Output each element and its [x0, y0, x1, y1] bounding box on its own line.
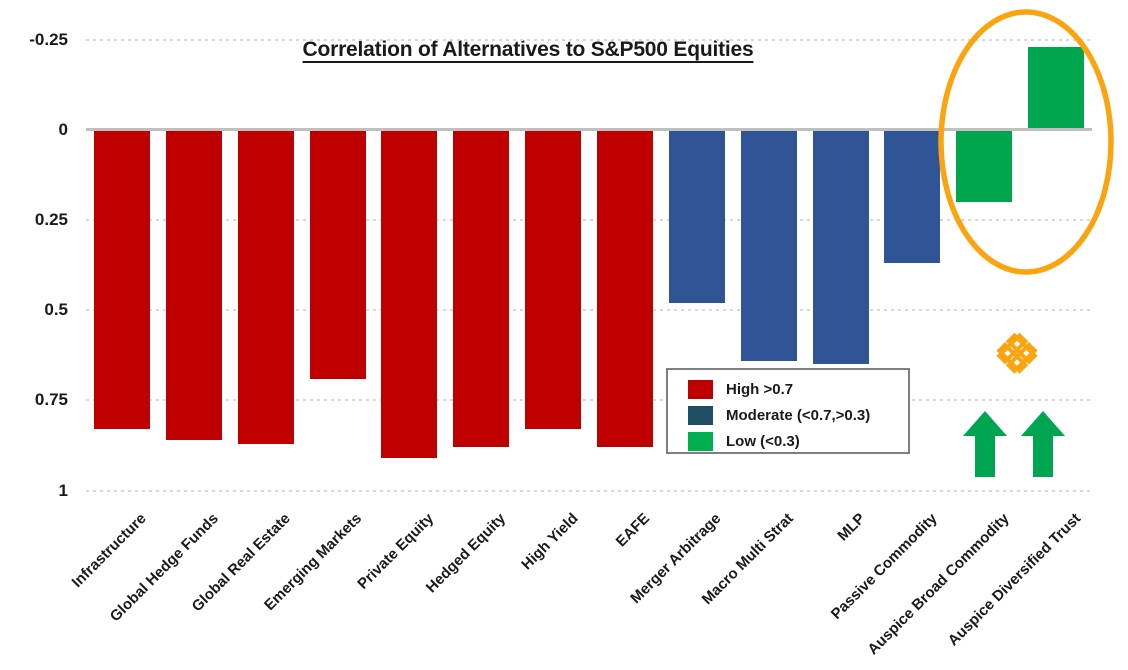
gridline — [86, 489, 1092, 492]
legend-item: Moderate (<0.7,>0.3) — [688, 402, 908, 428]
y-axis-tick-label: 0.75 — [34, 390, 68, 410]
gridline — [86, 309, 1092, 312]
y-axis-tick-label: -0.25 — [29, 29, 68, 49]
up-arrow-icon — [963, 411, 1007, 477]
x-axis-label: EAFE — [612, 510, 653, 551]
bar — [93, 131, 150, 430]
bar — [668, 131, 725, 303]
y-axis-tick-label: 1 — [58, 480, 68, 500]
bar — [453, 131, 510, 448]
bar — [525, 131, 582, 430]
bar — [165, 131, 222, 440]
bar — [309, 131, 366, 379]
legend-rows: High >0.7 Moderate (<0.7,>0.3) Low (<0.3) — [688, 376, 908, 454]
zero-axis-line — [86, 128, 1092, 132]
bar — [884, 131, 941, 264]
gridline — [86, 38, 1092, 41]
legend-label: Moderate (<0.7,>0.3) — [726, 406, 871, 424]
legend-label: High >0.7 — [726, 380, 794, 398]
bar — [1028, 46, 1085, 129]
legend-swatch — [688, 405, 713, 425]
gridline — [86, 399, 1092, 402]
bar — [956, 131, 1013, 202]
highlight-ellipse — [938, 9, 1114, 275]
bar — [812, 131, 869, 365]
gridline — [86, 218, 1092, 221]
bar — [740, 131, 797, 361]
y-axis-tick-label: 0.5 — [44, 300, 68, 320]
y-axis-tick-label: 0.25 — [34, 209, 68, 229]
legend-swatch — [688, 431, 713, 451]
auspice-knot-logo — [996, 332, 1038, 374]
x-axis-label: Auspice Diversified Trust — [944, 510, 1085, 650]
legend: High >0.7 Moderate (<0.7,>0.3) Low (<0.3) — [666, 368, 910, 454]
chart-title: Correlation of Alternatives to S&P500 Eq… — [302, 38, 754, 61]
x-axis-label: Auspice Broad Commodity — [864, 510, 1013, 659]
y-axis-tick-label: 0 — [58, 119, 68, 139]
x-axis-label: Infrastructure — [68, 510, 150, 591]
x-axis-label: MLP — [834, 510, 869, 545]
x-axis-label: High Yield — [517, 510, 582, 574]
legend-swatch — [688, 379, 713, 399]
legend-label: Low (<0.3) — [726, 432, 800, 450]
legend-item: High >0.7 — [688, 376, 908, 402]
legend-item: Low (<0.3) — [688, 428, 908, 454]
bar — [381, 131, 438, 458]
up-arrow-icon — [1021, 411, 1065, 477]
bar — [596, 131, 653, 448]
bar — [237, 131, 294, 444]
